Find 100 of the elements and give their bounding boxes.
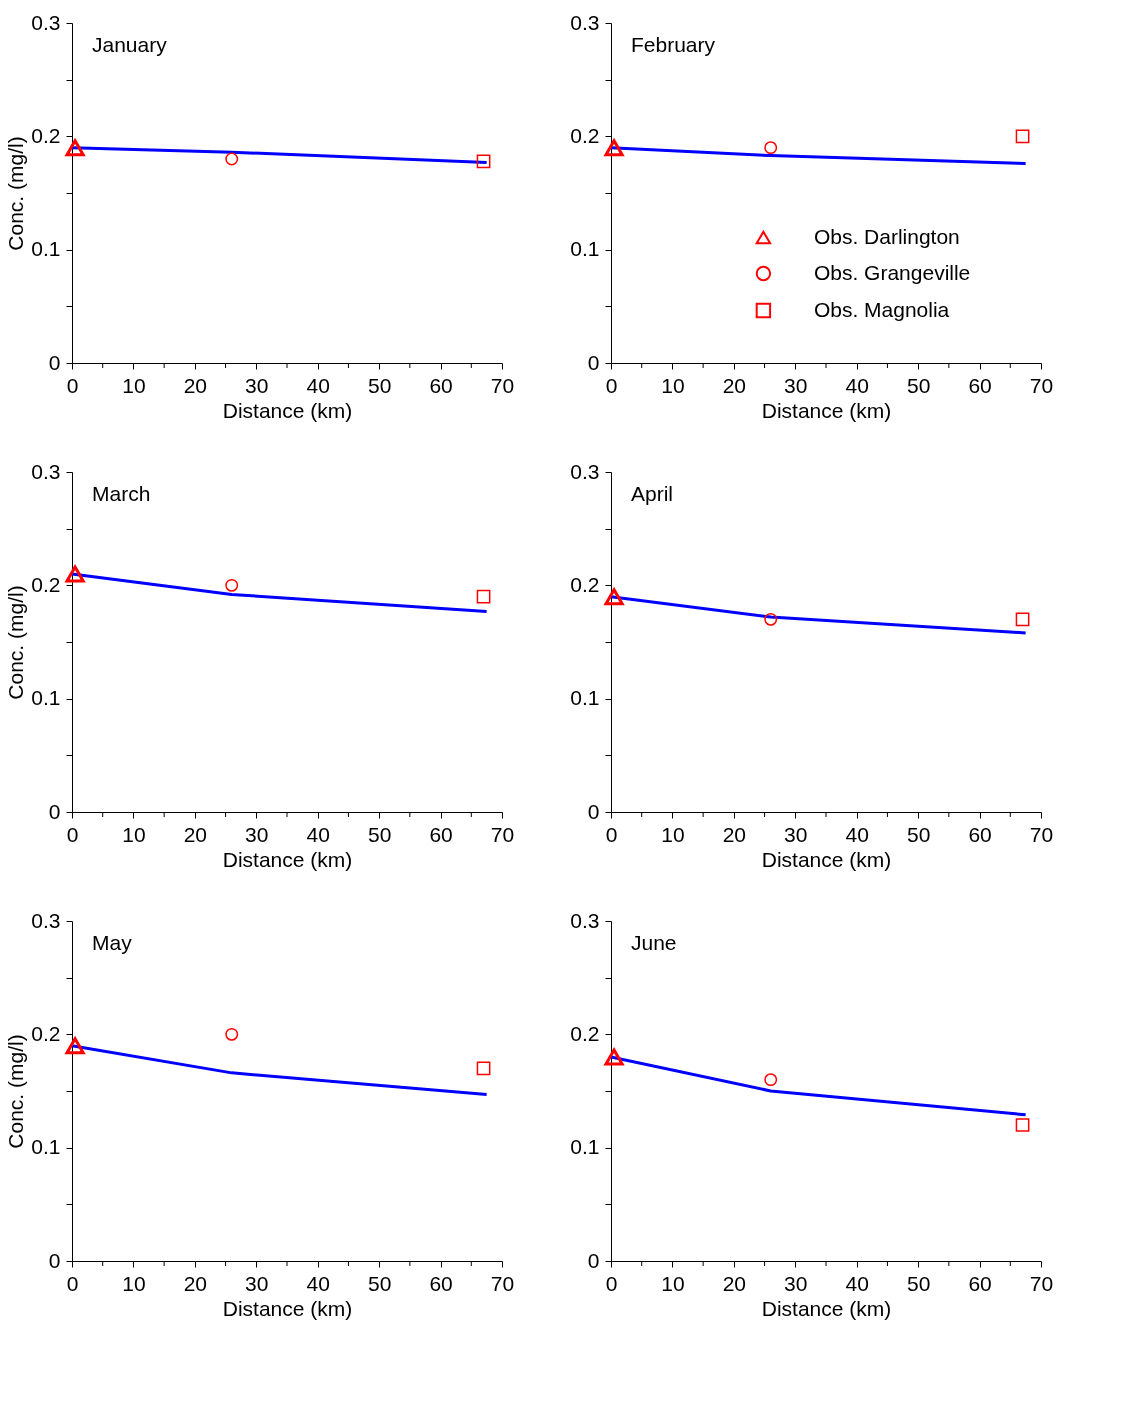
x-tick-label: 30 <box>245 373 269 397</box>
point <box>225 1027 239 1041</box>
x-tick-label: 60 <box>429 1271 453 1295</box>
x-tick-label: 50 <box>906 1271 931 1295</box>
x-tick-label: 0 <box>605 1271 618 1295</box>
text: April <box>631 482 674 505</box>
x-tick-label: 20 <box>722 1271 747 1295</box>
x-tick-label: 60 <box>968 822 992 846</box>
legend-label: Obs. Magnolia <box>813 297 950 321</box>
y-tick-label: 0.2 <box>570 572 600 596</box>
x-tick-label: 20 <box>183 822 208 846</box>
text: June <box>631 931 677 954</box>
y-tick-label: 0.2 <box>570 123 600 147</box>
x-tick-label: 0 <box>66 373 79 397</box>
y-tick-label: 0.1 <box>570 686 600 710</box>
text: May <box>92 931 133 954</box>
x-tick-label: 60 <box>429 822 453 846</box>
x-tick-label: 40 <box>845 1271 869 1295</box>
x-tick-label: 70 <box>1029 822 1054 846</box>
x-tick-label: 0 <box>605 373 618 397</box>
y-tick-label: 0 <box>48 799 61 823</box>
x-tick-label: 60 <box>968 1271 992 1295</box>
point <box>476 589 491 604</box>
y-tick-label: 0.2 <box>31 123 61 147</box>
y-tick-label: 0.1 <box>570 237 600 261</box>
x-tick-label: 70 <box>490 1271 515 1295</box>
x-tick-label: 10 <box>122 1271 146 1295</box>
text: February <box>631 33 716 56</box>
x-tick-label: 20 <box>183 373 208 397</box>
text: January <box>92 33 168 56</box>
x-axis-title: Distance (km) <box>761 398 892 422</box>
x-tick-label: 10 <box>122 822 146 846</box>
x-tick-label: 50 <box>906 373 931 397</box>
x-tick-label: 0 <box>605 822 618 846</box>
x-tick-label: 70 <box>1029 1271 1054 1295</box>
x-tick-label: 40 <box>845 373 869 397</box>
x-tick-label: 30 <box>245 1271 269 1295</box>
y-tick-label: 0 <box>587 1248 600 1272</box>
x-tick-label: 0 <box>66 822 79 846</box>
point <box>476 154 491 169</box>
x-tick-label: 40 <box>306 822 330 846</box>
y-tick-label: 0.2 <box>31 1021 61 1045</box>
x-tick-label: 0 <box>66 1271 79 1295</box>
x-tick-label: 60 <box>968 373 992 397</box>
x-tick-label: 40 <box>845 822 869 846</box>
x-tick-label: 50 <box>367 822 392 846</box>
y-tick-label: 0.3 <box>570 908 600 932</box>
x-tick-label: 70 <box>490 373 515 397</box>
y-axis-title: Conc. (mg/l) <box>4 136 28 251</box>
y-tick-label: 0.3 <box>31 459 61 483</box>
x-tick-label: 20 <box>722 822 747 846</box>
x-axis-title: Distance (km) <box>222 1296 353 1320</box>
y-tick-label: 0.3 <box>31 10 61 34</box>
x-tick-label: 40 <box>306 1271 330 1295</box>
point <box>225 152 239 166</box>
legend-label: Obs. Grangeville <box>813 260 971 284</box>
x-tick-label: 20 <box>722 373 747 397</box>
point <box>476 1061 491 1076</box>
y-tick-label: 0.1 <box>31 686 61 710</box>
y-tick-label: 0.2 <box>31 572 61 596</box>
x-tick-label: 30 <box>245 822 269 846</box>
x-tick-label: 10 <box>122 373 146 397</box>
x-tick-label: 50 <box>367 373 392 397</box>
x-axis-title: Distance (km) <box>761 847 892 871</box>
y-tick-label: 0 <box>48 350 61 374</box>
y-tick-label: 0.1 <box>31 1135 61 1159</box>
text: March <box>92 482 151 505</box>
x-tick-label: 50 <box>906 822 931 846</box>
y-tick-label: 0.3 <box>570 459 600 483</box>
y-axis-title: Conc. (mg/l) <box>4 1034 28 1149</box>
x-axis-title: Distance (km) <box>761 1296 892 1320</box>
y-tick-label: 0.2 <box>570 1021 600 1045</box>
x-tick-label: 70 <box>490 822 515 846</box>
y-tick-label: 0 <box>587 799 600 823</box>
point <box>225 578 239 592</box>
x-tick-label: 10 <box>661 1271 685 1295</box>
point <box>764 1073 778 1087</box>
point <box>65 139 85 157</box>
y-axis-title: Conc. (mg/l) <box>4 585 28 700</box>
y-tick-label: 0.3 <box>570 10 600 34</box>
point <box>604 1048 624 1066</box>
x-tick-label: 60 <box>429 373 453 397</box>
x-tick-label: 20 <box>183 1271 208 1295</box>
y-tick-label: 0.1 <box>31 237 61 261</box>
x-axis-title: Distance (km) <box>222 847 353 871</box>
x-tick-label: 10 <box>661 822 685 846</box>
x-tick-label: 10 <box>661 373 685 397</box>
y-tick-label: 0 <box>48 1248 61 1272</box>
point <box>65 1037 85 1055</box>
y-tick-label: 0.1 <box>570 1135 600 1159</box>
y-tick-label: 0 <box>587 350 600 374</box>
x-tick-label: 30 <box>784 373 808 397</box>
point <box>1015 1118 1030 1132</box>
x-tick-label: 30 <box>784 822 808 846</box>
x-tick-label: 30 <box>784 1271 808 1295</box>
legend-label: Obs. Darlington <box>813 224 960 248</box>
x-tick-label: 70 <box>1029 373 1054 397</box>
x-axis-title: Distance (km) <box>222 398 353 422</box>
x-tick-label: 50 <box>367 1271 392 1295</box>
y-tick-label: 0.3 <box>31 908 61 932</box>
